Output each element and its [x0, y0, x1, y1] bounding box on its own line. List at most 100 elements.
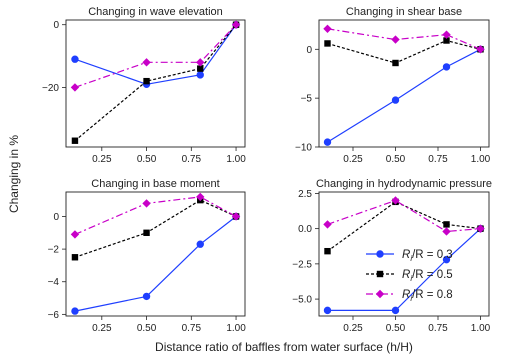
- y-axis-label: Changing in %: [7, 135, 21, 213]
- legend-marker: [376, 270, 384, 278]
- x-tick-label: 1.00: [226, 323, 246, 334]
- legend-entry-1: Ri/R = 0.3: [366, 249, 453, 263]
- plot-frame: [318, 19, 490, 148]
- data-point: [442, 63, 451, 71]
- series-line: [327, 201, 481, 252]
- data-point: [70, 230, 80, 239]
- x-tick-label: 0.50: [386, 323, 406, 334]
- data-point: [391, 35, 400, 44]
- x-tick-label: 0.75: [428, 154, 448, 165]
- series-line: [74, 215, 237, 312]
- plot-frame: [65, 19, 246, 148]
- y-tick-label: −20: [42, 83, 59, 94]
- x-axis-label: Distance ratio of baffles from water sur…: [155, 340, 413, 354]
- data-point: [391, 306, 400, 315]
- data-point: [196, 192, 205, 202]
- x-tick-label: 0.25: [92, 154, 112, 165]
- x-tick-label: 1.00: [471, 323, 491, 334]
- series-2: [71, 196, 240, 261]
- data-point: [392, 59, 399, 67]
- data-point: [324, 40, 331, 47]
- plot-frame: [318, 191, 490, 317]
- legend-label: Ri/R = 0.3: [402, 249, 453, 263]
- series-line: [74, 24, 237, 142]
- x-tick-label: 0.75: [182, 154, 202, 165]
- x-tick-label: 1.00: [226, 154, 246, 165]
- x-tick-label: 1.00: [471, 154, 491, 165]
- data-point: [231, 20, 241, 29]
- subplot-1: Changing in wave elevation 0 −20 0.25 0.50 0.…: [42, 6, 246, 165]
- y-tick-label: −6: [48, 310, 60, 321]
- data-point: [143, 77, 150, 85]
- subplot-4: Changing in hydrodynamic pressure 2.5 0.0 −…: [292, 178, 492, 334]
- data-point: [142, 58, 151, 67]
- subplot-title: Changing in shear base: [346, 6, 462, 18]
- y-tick-label: 0.0: [298, 224, 312, 235]
- series-3: [70, 20, 241, 92]
- legend-marker: [376, 250, 384, 258]
- data-point: [443, 221, 450, 228]
- x-tick-label: 0.25: [343, 154, 363, 165]
- y-tick-label: 0: [53, 20, 59, 31]
- x-tick-label: 0.50: [137, 154, 157, 165]
- series-1: [323, 45, 485, 146]
- series-line: [327, 228, 481, 311]
- data-point: [196, 71, 204, 79]
- series-2: [324, 198, 484, 255]
- data-point: [231, 212, 241, 221]
- data-point: [196, 240, 204, 248]
- subplot-title: Changing in base moment: [91, 178, 219, 190]
- y-tick-label: −5: [301, 94, 313, 105]
- data-point: [476, 45, 485, 54]
- legend-label: Ri/R = 0.5: [402, 269, 453, 283]
- data-point: [143, 229, 150, 236]
- plot-frame: [65, 191, 246, 317]
- series-line: [74, 196, 237, 235]
- data-point: [391, 196, 400, 205]
- data-point: [324, 247, 331, 255]
- series-line: [74, 24, 237, 88]
- series-1: [71, 212, 240, 315]
- subplot-title: Changing in wave elevation: [88, 6, 223, 18]
- data-point: [196, 58, 205, 67]
- data-point: [71, 137, 79, 144]
- y-tick-label: −4: [48, 277, 60, 288]
- y-tick-label: −10: [295, 143, 312, 154]
- data-point: [323, 306, 332, 315]
- data-point: [71, 254, 79, 261]
- data-point: [197, 65, 204, 72]
- series-3: [70, 192, 241, 239]
- series-line: [327, 48, 481, 143]
- data-point: [142, 199, 151, 208]
- series-line: [327, 28, 481, 50]
- series-3: [323, 24, 485, 54]
- data-point: [323, 138, 332, 146]
- subplot-title: Changing in hydrodynamic pressure: [316, 178, 492, 190]
- data-point: [476, 224, 485, 233]
- legend: Ri/R = 0.3 Ri/R = 0.5 Ri/R = 0.8: [366, 249, 453, 303]
- x-tick-label: 0.50: [137, 323, 157, 334]
- y-tick-label: −2: [48, 245, 60, 256]
- data-point: [142, 292, 151, 301]
- data-point: [443, 37, 450, 44]
- legend-label: Ri/R = 0.8: [402, 289, 453, 303]
- legend-marker: [375, 289, 385, 299]
- subplot-3: Changing in base moment 0 −2 −4 −6 0.25 0.50 0.…: [48, 178, 247, 334]
- data-point: [71, 307, 79, 315]
- data-point: [323, 220, 332, 229]
- data-point: [442, 30, 451, 39]
- y-tick-label: 0: [53, 212, 59, 223]
- y-tick-label: 0: [306, 45, 312, 56]
- y-tick-label: −5.0: [292, 295, 312, 306]
- y-tick-label: 2.5: [298, 189, 312, 200]
- series-line: [74, 199, 237, 258]
- x-tick-label: 0.75: [428, 323, 448, 334]
- series-3: [323, 196, 485, 236]
- series-1: [71, 21, 240, 88]
- series-line: [74, 24, 237, 85]
- data-point: [442, 227, 451, 236]
- x-tick-label: 0.25: [343, 323, 363, 334]
- series-2: [324, 37, 484, 67]
